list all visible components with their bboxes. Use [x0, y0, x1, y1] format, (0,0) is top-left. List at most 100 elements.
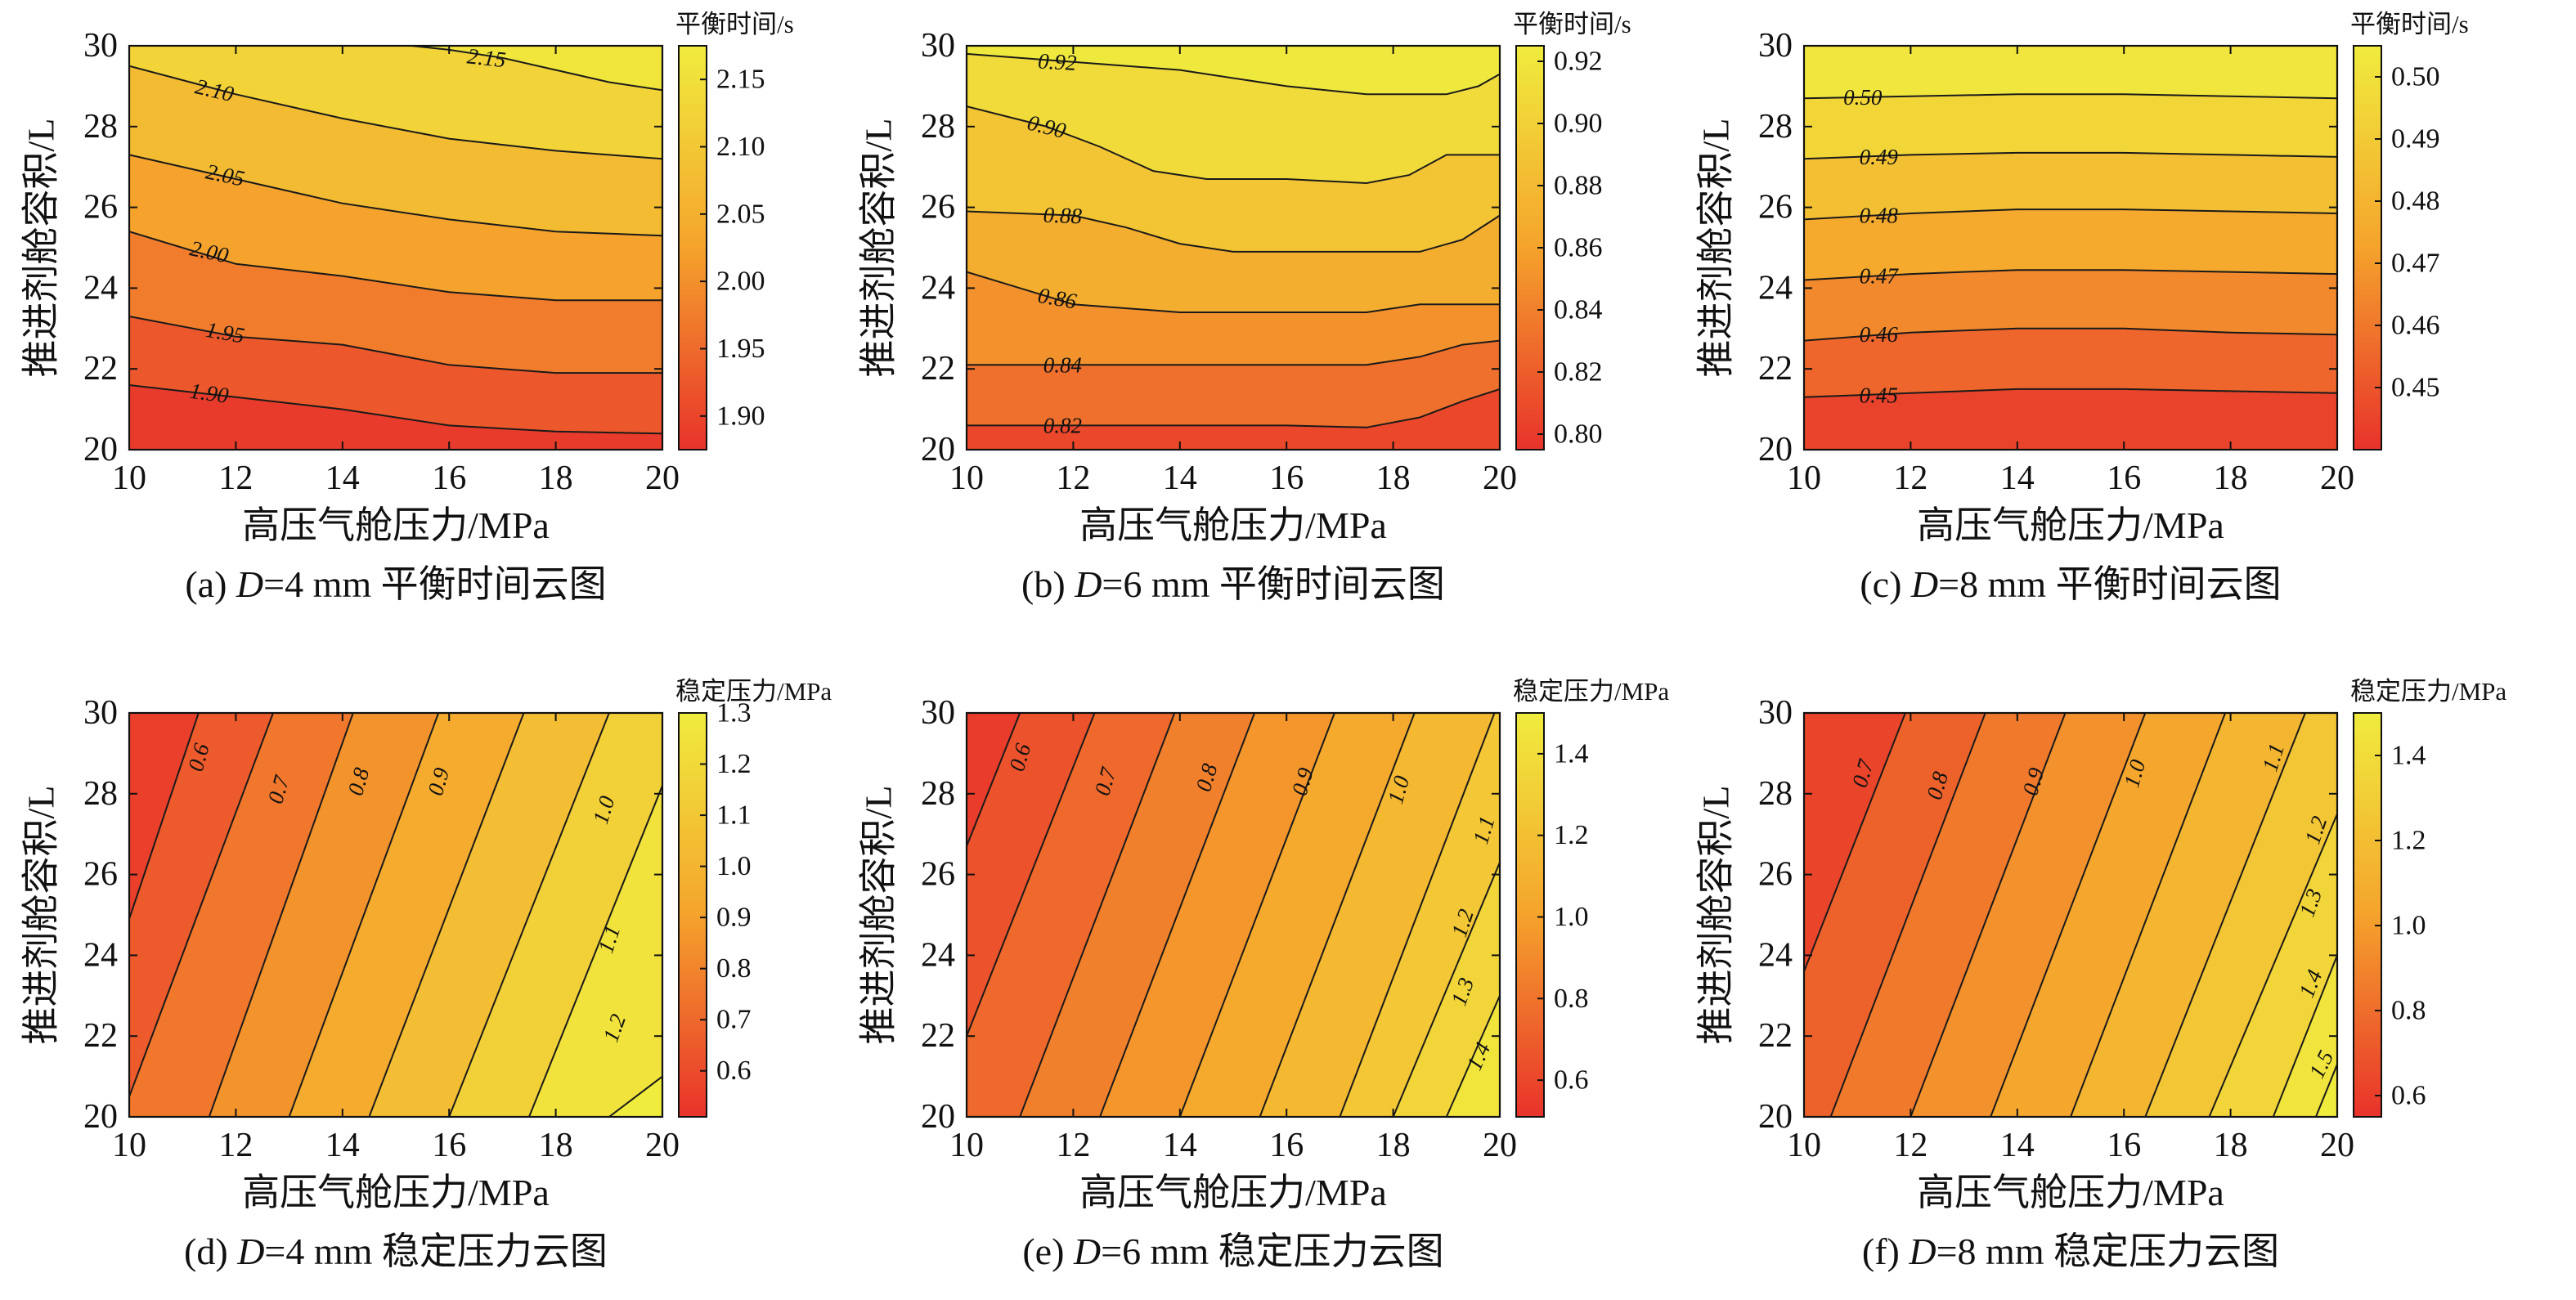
- x-axis-label: 高压气舱压力/MPa: [1917, 1172, 2224, 1213]
- band-2.1: [129, 46, 662, 159]
- panel-e: 0.60.7 0.8 0.9 1.01.11.21.31.4 10 12 14 16 18 20 2…: [858, 677, 1670, 1272]
- x-tick-label: 18: [1376, 1127, 1411, 1164]
- contour-field: 0.45 0.46 0.47 0.48 0.49 0.50: [1804, 46, 2337, 450]
- y-tick-label: 20: [921, 1098, 955, 1136]
- panel-caption: (a) D=4 mm 平衡时间云图: [185, 563, 606, 605]
- colorbar-title: 平衡时间/s: [675, 10, 794, 38]
- contour-line: [967, 271, 1500, 313]
- x-tick-label: 18: [1376, 459, 1411, 497]
- colorbar-tick-label: 1.0: [1554, 902, 1589, 932]
- contour-line: [1804, 208, 2337, 221]
- y-tick-label: 26: [921, 189, 955, 226]
- contour-line: [967, 388, 1500, 428]
- y-tick-label: 22: [921, 1017, 955, 1055]
- y-tick-label: 28: [921, 775, 955, 813]
- colorbar-tick-label: 2.05: [716, 199, 765, 229]
- contour-line: [967, 52, 1500, 96]
- caption-variable: D: [1908, 1231, 1936, 1272]
- colorbar-tick-label: 1.2: [2391, 826, 2426, 856]
- caption-variable: D: [1074, 563, 1102, 605]
- contour-line: [528, 785, 662, 1117]
- colorbar-tick-label: 1.90: [716, 401, 765, 431]
- band-0.5: [1804, 46, 2337, 99]
- colorbar: 0.6 0.8 1.0 1.2 1.4 稳定压力/MPa: [1513, 677, 1669, 1118]
- panel-d: 0.60.7 0.8 0.91.01.11.210 12 14 16 18 202022242…: [20, 677, 832, 1272]
- x-tick-label: 14: [1163, 1127, 1197, 1164]
- y-tick-label: 22: [1758, 1017, 1793, 1055]
- contour-label: 2.15: [466, 43, 507, 72]
- plot-frame: [1802, 711, 2339, 1118]
- x-axis-label: 高压气舱压力/MPa: [1079, 1172, 1387, 1213]
- colorbar-tick-label: 2.10: [716, 132, 765, 162]
- x-tick-label: 16: [1269, 1127, 1304, 1164]
- plot-frame: [965, 711, 1501, 1118]
- colorbar-tick-label: 0.6: [1554, 1065, 1589, 1096]
- colorbar-tick-label: 1.3: [716, 698, 752, 728]
- x-tick-label: 10: [112, 1127, 146, 1164]
- y-axis-label: 推进剂舱容积/L: [1695, 119, 1737, 378]
- caption-suffix: =6 mm 平衡时间云图: [1102, 563, 1445, 605]
- contour-line: [208, 713, 354, 1117]
- colorbar: 0.80 0.82 0.84 0.86 0.88 0.90 0.92 平衡时间/s: [1513, 10, 1631, 451]
- colorbar-tick-label: 1.0: [2391, 911, 2426, 941]
- x-axis-label: 高压气舱压力/MPa: [242, 1172, 550, 1213]
- y-tick-label: 30: [83, 694, 118, 732]
- colorbar-tick-label: 1.0: [716, 851, 752, 881]
- colorbar-bar: [678, 45, 707, 451]
- plot-frame: [128, 44, 664, 451]
- y-tick-label: 24: [83, 936, 118, 974]
- x-tick-label: 16: [432, 459, 466, 497]
- x-tick-label: 12: [1056, 459, 1090, 497]
- x-tick-label: 18: [2214, 459, 2248, 497]
- contour-line: [129, 713, 274, 1097]
- colorbar: 0.45 0.46 0.47 0.48 0.49 0.50 平衡时间/s: [2350, 10, 2469, 451]
- contour-field: 0.60.7 0.8 0.91.01.11.2: [129, 713, 662, 1117]
- x-tick-label: 18: [539, 1127, 573, 1164]
- x-tick-label: 12: [1893, 1127, 1928, 1164]
- contour-label: 0.46: [1860, 322, 1899, 347]
- x-tick-label: 16: [2107, 1127, 2141, 1164]
- colorbar-tick-label: 0.9: [716, 903, 752, 933]
- contour-line: [1829, 713, 1986, 1117]
- colorbar-tick-label: 1.95: [716, 334, 765, 364]
- contour-line: [129, 65, 662, 160]
- colorbar-title: 稳定压力/MPa: [1513, 677, 1669, 706]
- y-tick-label: 28: [83, 108, 118, 146]
- colorbar-bar: [2353, 712, 2382, 1118]
- plot-frame: [965, 44, 1501, 451]
- x-tick-label: 10: [1787, 1127, 1821, 1164]
- colorbar-tick-label: 2.00: [716, 267, 765, 297]
- colorbar-tick-label: 1.4: [1554, 738, 1589, 769]
- y-tick-label: 20: [921, 431, 955, 468]
- contour-line: [129, 316, 662, 374]
- y-tick-label: 20: [1758, 1098, 1793, 1136]
- contour-label: 0.88: [1043, 203, 1083, 229]
- contour-label: 0.45: [1860, 383, 1898, 407]
- colorbar-tick-label: 0.46: [2391, 311, 2440, 341]
- contour-line: [967, 713, 1096, 1037]
- contour-field: 0.820.840.860.880.900.92: [967, 46, 1500, 450]
- colorbar-tick-label: 0.8: [1554, 984, 1589, 1014]
- caption-suffix: =8 mm 稳定压力云图: [1936, 1231, 2280, 1272]
- contour-line: [1804, 713, 1906, 972]
- y-tick-label: 22: [83, 1017, 118, 1055]
- x-tick-label: 20: [2320, 1127, 2354, 1164]
- contour-line: [1259, 713, 1416, 1117]
- x-tick-label: 10: [112, 459, 146, 497]
- band-2.15: [411, 46, 662, 91]
- caption-suffix: =4 mm 稳定压力云图: [264, 1231, 608, 1272]
- y-tick-label: 22: [921, 350, 955, 388]
- y-tick-label: 20: [1758, 431, 1793, 468]
- y-axis-label: 推进剂舱容积/L: [1695, 786, 1737, 1045]
- y-tick-label: 24: [921, 936, 955, 974]
- y-tick-label: 24: [1758, 269, 1793, 307]
- contour-line: [1804, 388, 2337, 398]
- contour-line: [129, 713, 200, 920]
- contour-line: [1804, 269, 2337, 281]
- contour-line: [1445, 995, 1500, 1117]
- y-tick-label: 20: [83, 431, 118, 468]
- y-tick-label: 24: [83, 269, 118, 307]
- contour-label: 0.48: [1860, 203, 1899, 227]
- colorbar-tick-label: 0.6: [716, 1056, 752, 1086]
- colorbar-tick-label: 0.8: [716, 953, 752, 984]
